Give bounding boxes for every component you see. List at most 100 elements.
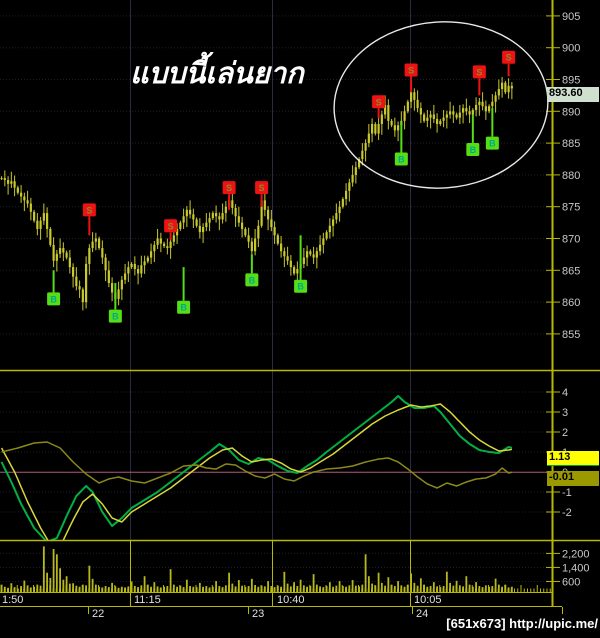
candle-body (120, 279, 123, 290)
volume-tick-label: 600 (562, 576, 580, 588)
volume-bar (497, 584, 500, 592)
candle-body (462, 108, 465, 113)
volume-bar (299, 579, 302, 592)
volume-bar (101, 587, 104, 592)
macd-fast-line (0, 395, 513, 540)
candle-body (163, 243, 166, 247)
candle-body (208, 218, 211, 223)
candle-body (231, 200, 234, 208)
volume-bar (39, 585, 42, 592)
volume-bar (309, 586, 312, 592)
candle-body (436, 118, 439, 125)
candle-body (13, 181, 16, 188)
volume-bar (146, 584, 149, 592)
candle-body (153, 244, 156, 252)
volume-bar (231, 583, 234, 592)
volume-bar (491, 586, 494, 592)
candle-body (286, 256, 289, 261)
sell-signal-box (472, 65, 486, 79)
volume-bar (49, 577, 52, 592)
candle-body (387, 104, 390, 121)
sell-signal-marker: S (222, 181, 236, 210)
volume-bar (250, 578, 253, 592)
signal-letter: S (376, 97, 382, 107)
volume-bar (406, 584, 409, 592)
volume-bar (351, 580, 354, 592)
candle-body (410, 92, 413, 102)
volume-bar (335, 585, 338, 592)
volume-bar (377, 572, 380, 592)
volume-bar (374, 585, 377, 592)
volume-bar (322, 587, 325, 592)
buy-signal-box (245, 273, 259, 287)
volume-bar (273, 587, 276, 592)
candle-body (384, 104, 387, 115)
signal-letter: S (506, 53, 512, 63)
volume-bar (68, 583, 71, 592)
candle-body (198, 225, 201, 233)
buy-signal-box (394, 152, 408, 166)
volume-bar (91, 578, 94, 592)
volume-bar (263, 586, 266, 592)
price-tick-label: 860 (562, 297, 580, 309)
sell-signal-marker: S (404, 63, 418, 93)
buy-signal-marker: B (177, 267, 191, 314)
candle-body (10, 181, 13, 184)
price-tick-label: 895 (562, 75, 580, 87)
signal-letter: B (398, 155, 405, 165)
signal-letter: B (249, 275, 256, 285)
volume-bar (88, 565, 91, 592)
volume-bar (130, 581, 133, 592)
sell-signal-box (372, 95, 386, 109)
volume-bar (195, 587, 198, 592)
candle-body (374, 124, 377, 134)
volume-bar (16, 588, 19, 592)
volume-bar (215, 581, 217, 592)
candle-body (124, 273, 127, 280)
volume-bar (156, 586, 159, 592)
candle-body (42, 213, 45, 221)
candle-body (211, 213, 214, 219)
volume-bar (397, 581, 399, 592)
volume-bar (458, 585, 461, 592)
signal-letter: S (408, 65, 414, 75)
candle-body (338, 206, 341, 214)
watermark-link[interactable]: [651x673] http://upic.me/ (446, 616, 598, 631)
signal-letter: S (226, 183, 232, 193)
volume-bar (302, 585, 305, 592)
price-tick-label: 870 (562, 234, 580, 246)
candle-body (319, 244, 322, 252)
candle-body (335, 213, 338, 220)
volume-bar (384, 585, 386, 592)
volume-bar (172, 584, 175, 592)
indicator-tick-label: 3 (562, 407, 568, 419)
candle-body (380, 114, 383, 125)
signal-letter: B (50, 294, 57, 304)
volume-bar (228, 572, 230, 592)
sell-signal-marker: S (255, 181, 269, 207)
candle-body (429, 114, 432, 118)
volume-bar (481, 587, 484, 592)
volume-bar (33, 586, 35, 592)
candle-body (361, 150, 364, 159)
volume-bar (23, 580, 26, 592)
volume-bar (471, 586, 474, 592)
volume-bar (205, 586, 208, 592)
volume-bar (20, 586, 22, 592)
candle-body (423, 114, 426, 121)
candle-body (26, 200, 29, 204)
buy-signal-box (294, 279, 308, 293)
volume-bar (124, 587, 126, 592)
volume-bar (65, 576, 68, 592)
candle-body (393, 125, 396, 131)
candle-body (468, 111, 471, 115)
volume-bar (419, 578, 422, 592)
candle-body (215, 213, 218, 217)
sell-signal-box (164, 219, 178, 233)
volume-bar (416, 585, 419, 592)
sell-signal-marker: S (372, 95, 386, 119)
volume-bar (257, 586, 260, 592)
volume-bar (189, 586, 191, 592)
volume-bar (390, 584, 393, 592)
volume-bar (111, 582, 113, 592)
